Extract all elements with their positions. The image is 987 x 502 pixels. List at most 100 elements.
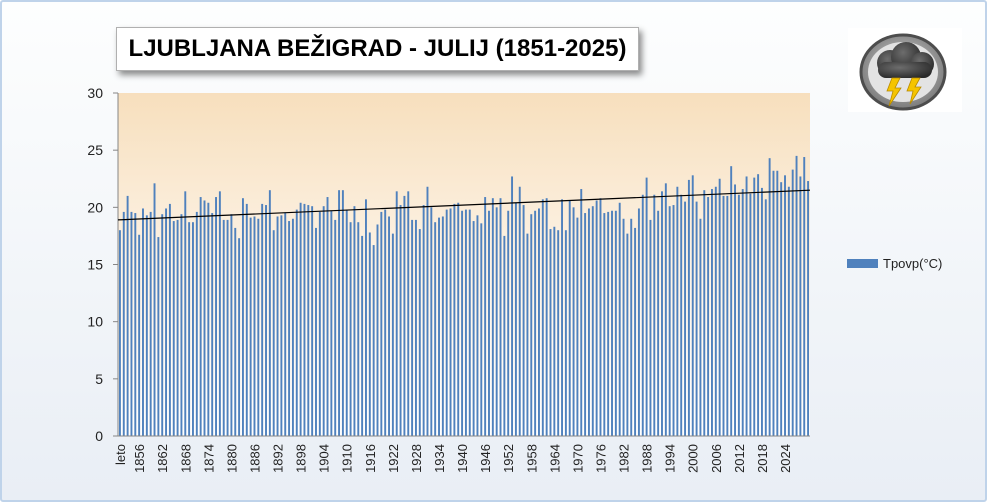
data-bar <box>422 205 425 436</box>
data-bar <box>803 157 806 436</box>
x-tick-label: 1868 <box>178 444 193 473</box>
data-bar <box>595 200 598 436</box>
data-bar <box>684 201 687 436</box>
data-bar <box>745 176 748 437</box>
data-bar <box>207 202 210 436</box>
data-bar <box>203 200 206 436</box>
y-tick-label: 15 <box>87 257 103 273</box>
data-bar <box>368 232 371 436</box>
data-bar <box>445 209 448 436</box>
data-bar <box>222 219 225 436</box>
data-bar <box>176 219 179 436</box>
data-bar <box>284 213 287 436</box>
data-bar <box>434 222 437 436</box>
data-bar <box>407 191 410 436</box>
data-bar <box>411 219 414 436</box>
data-bar <box>514 202 517 436</box>
x-tick-label: 1916 <box>363 444 378 473</box>
data-bar <box>503 235 506 436</box>
data-bar <box>326 197 329 436</box>
data-bar <box>153 183 156 436</box>
data-bar <box>376 224 379 436</box>
data-bar <box>199 197 202 436</box>
data-bar <box>484 197 487 436</box>
thunderstorm-icon <box>859 33 947 111</box>
x-tick-label: 2000 <box>686 444 701 473</box>
x-tick-label: 2018 <box>755 444 770 473</box>
data-bar <box>138 234 141 436</box>
data-bar <box>734 184 736 436</box>
data-bar <box>711 189 713 436</box>
x-tick-label: 1910 <box>340 444 355 473</box>
data-bar <box>338 190 341 436</box>
data-bar <box>780 182 783 436</box>
data-bar <box>268 190 271 436</box>
data-bar <box>418 229 421 436</box>
data-bar <box>722 195 725 436</box>
y-tick-label: 10 <box>87 314 103 330</box>
data-bar <box>384 209 387 436</box>
data-bar <box>649 219 652 436</box>
plot-area <box>118 93 810 436</box>
legend-label: Tpovp(°C) <box>883 256 943 271</box>
data-bar <box>441 216 444 436</box>
x-tick-label: 1892 <box>271 444 286 473</box>
data-bar <box>438 217 440 436</box>
data-bar <box>168 203 171 436</box>
data-bar <box>349 222 352 436</box>
data-bar <box>215 197 217 436</box>
data-bar <box>184 191 187 436</box>
trendline <box>117 189 811 221</box>
data-bar <box>318 211 321 436</box>
chart-title-box: LJUBLJANA BEŽIGRAD - JULIJ (1851-2025) <box>116 27 639 71</box>
data-bar <box>741 189 744 436</box>
x-tick-label: 2024 <box>778 444 793 473</box>
x-tick-label: 1982 <box>617 444 632 473</box>
y-tick-label: 25 <box>87 142 103 158</box>
legend: Tpovp(°C) <box>847 256 942 271</box>
data-bar <box>672 205 675 436</box>
data-bar <box>553 226 556 436</box>
data-bar <box>149 211 152 436</box>
data-bar <box>568 200 571 436</box>
data-bar <box>192 222 194 436</box>
data-bar <box>538 208 540 436</box>
data-bar <box>749 193 752 436</box>
data-bar <box>126 195 129 436</box>
data-bar <box>399 205 402 436</box>
data-bar <box>372 245 375 436</box>
data-bar <box>353 206 356 436</box>
data-bar <box>311 206 314 436</box>
x-axis: leto 1856 1862 1868 1874 1880 1886 1892 1898 1904… <box>113 435 810 473</box>
data-bar <box>315 227 317 436</box>
data-bar <box>361 235 364 436</box>
data-bar <box>664 183 667 436</box>
data-bar <box>165 208 168 436</box>
x-tick-label: 1862 <box>155 444 170 473</box>
data-bar <box>226 219 229 436</box>
data-bar <box>630 218 633 436</box>
data-bar <box>707 197 710 436</box>
data-bar <box>699 218 702 436</box>
data-bar <box>303 203 306 436</box>
data-bar <box>118 230 121 436</box>
data-bar <box>695 201 698 436</box>
data-bar <box>576 217 579 436</box>
data-bar <box>391 233 394 436</box>
x-tick-label: 1958 <box>524 444 539 473</box>
data-bar <box>622 218 625 436</box>
data-bar <box>341 190 344 436</box>
data-bar <box>549 229 552 436</box>
data-bar <box>211 213 214 436</box>
data-bar <box>480 223 483 436</box>
data-bar <box>265 205 267 436</box>
data-bar <box>776 170 779 436</box>
data-bar <box>195 211 198 436</box>
data-bar <box>457 202 460 436</box>
data-bar <box>522 205 525 436</box>
data-bar <box>272 230 275 436</box>
legend-swatch <box>847 259 878 268</box>
data-bar <box>180 214 183 436</box>
data-bar <box>626 233 629 436</box>
